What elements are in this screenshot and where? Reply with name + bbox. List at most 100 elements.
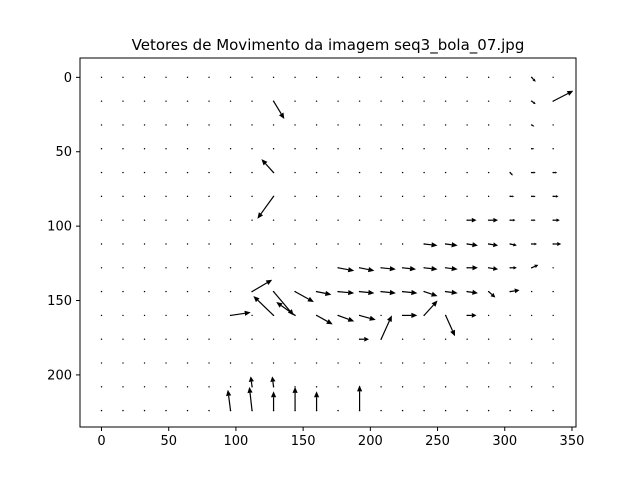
grid-point (380, 171, 382, 174)
grid-point (294, 362, 296, 364)
x-tick-label: 300 (492, 434, 517, 449)
grid-point (401, 362, 404, 364)
grid-point (337, 362, 339, 364)
grid-point (208, 219, 210, 221)
motion-vector (402, 312, 418, 319)
grid-point (380, 100, 382, 102)
motion-vector (356, 385, 363, 411)
motion-vector (273, 100, 285, 120)
motion-vector (467, 289, 478, 295)
grid-point (337, 195, 339, 198)
motion-vector (381, 289, 396, 296)
grid-point (315, 362, 318, 364)
motion-vector (531, 219, 536, 222)
grid-point (530, 386, 533, 388)
motion-vector (488, 291, 496, 298)
motion-vector (467, 242, 478, 248)
motion-vector (359, 314, 376, 321)
grid-point (337, 409, 339, 412)
grid-point (229, 100, 232, 102)
grid-point (143, 219, 146, 221)
grid-point (294, 100, 296, 102)
grid-point (186, 100, 189, 102)
grid-point (487, 171, 490, 174)
grid-point (444, 76, 447, 79)
grid-point (272, 362, 275, 364)
grid-point (509, 386, 511, 388)
grid-point (401, 100, 404, 102)
grid-point (208, 195, 210, 198)
motion-vector (253, 296, 274, 316)
grid-point (380, 124, 382, 126)
grid-point (208, 338, 210, 340)
grid-point (122, 76, 124, 79)
motion-vector (531, 242, 538, 246)
grid-point (272, 338, 275, 340)
grid-point (444, 124, 447, 126)
grid-point (100, 243, 103, 245)
grid-point (143, 314, 146, 317)
grid-point (251, 267, 253, 269)
grid-point (186, 243, 189, 245)
grid-point (122, 243, 124, 245)
grid-point (337, 148, 339, 150)
grid-point (100, 338, 103, 340)
grid-point (423, 195, 425, 198)
grid-point (143, 243, 146, 245)
grid-point (423, 148, 425, 150)
motion-vector (552, 90, 574, 102)
x-tick-label: 0 (97, 434, 105, 449)
motion-vector (531, 76, 536, 82)
grid-point (294, 243, 296, 245)
grid-point (272, 243, 275, 245)
motion-vector (510, 195, 515, 198)
grid-point (143, 290, 146, 293)
motion-vector (510, 288, 520, 294)
grid-point (100, 409, 103, 412)
grid-point (380, 362, 382, 364)
x-tick-label: 200 (358, 434, 383, 449)
grid-point (100, 314, 103, 317)
grid-point (186, 290, 189, 293)
grid-point (100, 290, 103, 293)
motion-vector (359, 289, 375, 296)
grid-point (358, 219, 361, 221)
grid-point (100, 171, 103, 174)
grid-point (208, 76, 210, 79)
motion-vector (531, 124, 535, 127)
y-tick-label: 50 (55, 145, 72, 160)
grid-point (401, 171, 404, 174)
grid-point (143, 171, 146, 174)
grid-point (122, 267, 124, 269)
grid-point (165, 290, 167, 293)
motion-vector (292, 386, 298, 411)
motion-vector (381, 266, 396, 272)
grid-point (423, 362, 425, 364)
grid-point (552, 124, 554, 126)
grid-point (466, 76, 468, 79)
grid-point (186, 362, 189, 364)
grid-point (229, 124, 232, 126)
motion-vector (553, 195, 559, 198)
grid-point (165, 386, 167, 388)
motion-vector (423, 300, 438, 316)
grid-point (294, 219, 296, 221)
grid-point (251, 362, 253, 364)
grid-point (165, 314, 167, 317)
grid-point (444, 386, 447, 388)
motion-vector (261, 159, 275, 173)
motion-vector (467, 217, 477, 223)
grid-point (358, 195, 361, 198)
grid-point (358, 243, 361, 245)
grid-point (100, 195, 103, 198)
motion-vector (445, 265, 458, 272)
motion-vector (276, 302, 296, 316)
grid-point (186, 314, 189, 317)
motion-vector (531, 100, 536, 105)
motion-vector (316, 314, 333, 325)
motion-vector (509, 172, 513, 176)
grid-point (423, 409, 425, 412)
grid-point (466, 100, 468, 102)
motion-vector (531, 195, 536, 198)
